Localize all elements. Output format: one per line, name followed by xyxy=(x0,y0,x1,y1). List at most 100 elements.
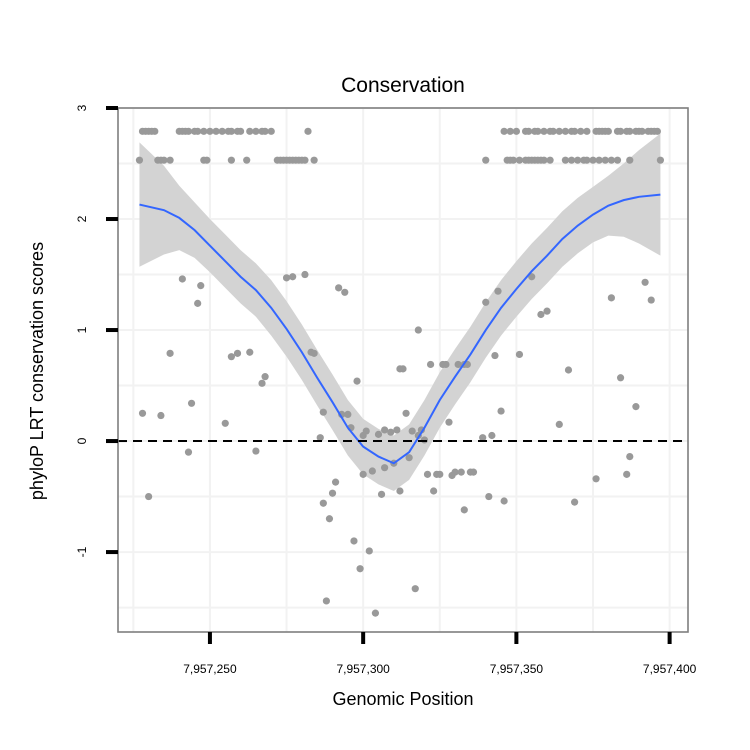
data-point xyxy=(135,156,144,164)
data-point xyxy=(310,156,318,164)
data-point xyxy=(616,127,625,135)
data-point xyxy=(145,492,153,501)
data-point xyxy=(423,470,432,478)
data-point xyxy=(515,156,524,164)
data-point xyxy=(341,288,349,296)
data-point xyxy=(571,498,579,506)
x-tick-label: 7,957,250 xyxy=(183,662,237,676)
x-tick-label: 7,957,300 xyxy=(336,662,390,676)
data-point xyxy=(540,156,548,164)
data-point xyxy=(166,156,174,164)
data-point xyxy=(445,418,453,426)
data-point xyxy=(616,374,625,382)
data-point xyxy=(310,349,318,357)
data-point xyxy=(607,294,615,302)
data-point xyxy=(206,127,214,135)
data-point xyxy=(322,597,330,605)
data-point xyxy=(227,353,235,361)
data-point xyxy=(607,156,615,164)
data-point xyxy=(491,351,499,360)
data-point xyxy=(356,565,364,573)
panel-border xyxy=(117,107,689,633)
data-point xyxy=(282,274,291,282)
data-point xyxy=(482,298,490,306)
data-point xyxy=(420,436,429,444)
data-point xyxy=(381,426,389,434)
data-point xyxy=(252,127,260,135)
data-point xyxy=(626,156,634,164)
data-point xyxy=(197,282,205,290)
data-point xyxy=(626,452,634,461)
data-point xyxy=(178,275,186,283)
data-point xyxy=(405,454,413,462)
data-point xyxy=(537,310,545,319)
data-point xyxy=(344,410,352,419)
data-point xyxy=(261,127,269,135)
data-point xyxy=(506,127,514,135)
data-point xyxy=(638,127,646,135)
confidence-band xyxy=(139,133,661,492)
data-point xyxy=(402,409,410,417)
data-point xyxy=(301,156,309,164)
loess-line xyxy=(139,193,661,465)
data-point xyxy=(246,348,254,356)
data-point xyxy=(414,326,422,334)
data-point xyxy=(381,464,389,472)
data-point xyxy=(335,284,343,292)
data-point xyxy=(203,156,211,164)
x-axis-title: Genomic Position xyxy=(332,689,473,709)
data-point xyxy=(187,399,196,407)
data-point xyxy=(454,360,462,369)
data-point xyxy=(212,127,220,135)
smooth-line-layer xyxy=(139,193,661,465)
data-point xyxy=(246,127,254,135)
data-point xyxy=(577,127,585,135)
data-point xyxy=(411,585,419,593)
data-point xyxy=(571,127,579,135)
data-point xyxy=(184,448,193,456)
data-point xyxy=(301,270,309,279)
data-point xyxy=(515,350,524,359)
data-point xyxy=(387,428,395,436)
data-point xyxy=(555,420,563,428)
data-point xyxy=(151,127,159,135)
data-point xyxy=(567,156,576,164)
data-point xyxy=(258,379,266,387)
data-point xyxy=(589,156,597,164)
data-point xyxy=(592,475,600,483)
data-point xyxy=(396,487,404,495)
data-point xyxy=(362,427,370,435)
data-point xyxy=(656,156,665,164)
data-point xyxy=(227,127,235,135)
data-point xyxy=(184,127,193,135)
data-point xyxy=(595,156,603,164)
x-tick-label: 7,957,350 xyxy=(490,662,544,676)
data-point xyxy=(157,411,165,420)
data-point xyxy=(325,515,334,523)
data-point xyxy=(540,127,548,135)
data-point xyxy=(393,426,401,434)
data-point xyxy=(316,434,324,442)
data-point xyxy=(626,127,634,135)
data-point xyxy=(653,127,661,135)
axes: 7,957,250 7,957,300 7,957,350 7,957,400 -1 0 1… xyxy=(75,104,697,676)
data-point xyxy=(488,431,496,440)
data-point xyxy=(233,349,242,357)
data-point xyxy=(613,156,622,164)
data-point xyxy=(160,156,168,164)
data-point xyxy=(525,127,533,135)
data-point xyxy=(227,156,235,164)
data-point xyxy=(623,470,631,478)
data-point xyxy=(647,296,655,304)
data-point xyxy=(430,487,438,495)
data-point xyxy=(601,156,609,164)
data-point xyxy=(500,497,508,505)
data-point xyxy=(138,409,147,417)
y-tick-label: 0 xyxy=(75,437,89,444)
data-point xyxy=(604,127,612,135)
data-point xyxy=(561,127,570,135)
data-point xyxy=(194,127,202,135)
data-point xyxy=(460,506,468,514)
data-point xyxy=(200,127,208,135)
